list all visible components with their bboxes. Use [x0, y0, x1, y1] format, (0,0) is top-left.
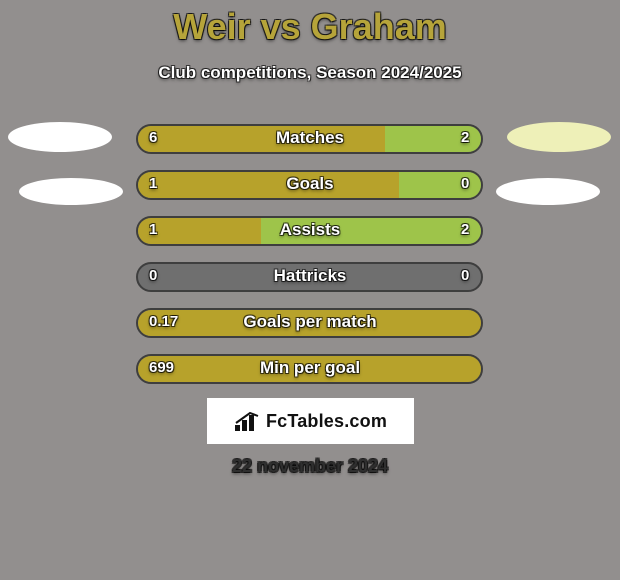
stat-label: Goals — [0, 170, 620, 200]
stat-label: Goals per match — [0, 308, 620, 338]
stat-row: 62Matches — [0, 124, 620, 154]
stat-label: Assists — [0, 216, 620, 246]
stat-row: 0.17Goals per match — [0, 308, 620, 338]
fctables-logo-icon — [234, 410, 260, 432]
stat-label: Hattricks — [0, 262, 620, 292]
comparison-title: Weir vs Graham — [0, 6, 620, 48]
stat-label: Matches — [0, 124, 620, 154]
stat-row: 12Assists — [0, 216, 620, 246]
stat-row: 00Hattricks — [0, 262, 620, 292]
fctables-logo-text: FcTables.com — [266, 411, 387, 432]
stat-row: 10Goals — [0, 170, 620, 200]
comparison-subtitle: Club competitions, Season 2024/2025 — [0, 63, 620, 83]
fctables-logo: FcTables.com — [207, 398, 414, 444]
stat-row: 699Min per goal — [0, 354, 620, 384]
snapshot-date: 22 november 2024 — [0, 456, 620, 477]
stat-label: Min per goal — [0, 354, 620, 384]
